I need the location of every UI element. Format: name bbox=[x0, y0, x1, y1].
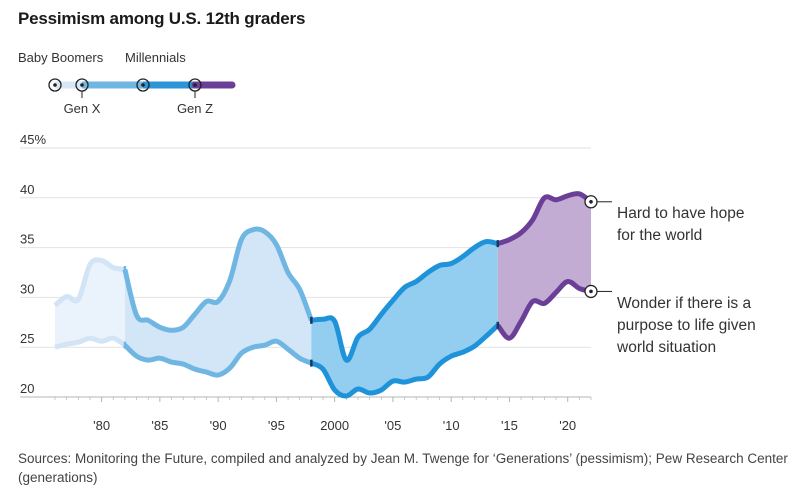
x-tick-label: '80 bbox=[93, 418, 110, 433]
purpose-line-millennials bbox=[310, 323, 500, 399]
band-millennials bbox=[311, 241, 498, 397]
legend-marker-2 bbox=[136, 78, 150, 92]
hope-line-gen-z bbox=[497, 191, 593, 246]
legend-label-2: Millennials bbox=[125, 50, 186, 65]
x-tick-label: 2000 bbox=[320, 418, 349, 433]
y-tick-label: 35 bbox=[20, 232, 34, 247]
end-marker-dot-0 bbox=[589, 199, 593, 204]
band-baby-boomers bbox=[55, 259, 125, 348]
y-tick-label: 45% bbox=[20, 132, 46, 147]
legend-marker-dot-2 bbox=[141, 83, 145, 87]
legend-label-0: Baby Boomers bbox=[18, 50, 104, 65]
purpose-line-gen-x bbox=[123, 338, 313, 378]
annotation-1: Wonder if there is a purpose to life give… bbox=[616, 295, 756, 356]
hope-line-baby-boomers bbox=[53, 257, 126, 308]
end-marker-dot-1 bbox=[589, 289, 593, 294]
y-tick-label: 25 bbox=[20, 331, 34, 346]
x-tick-label: '95 bbox=[268, 418, 285, 433]
x-tick-label: '90 bbox=[210, 418, 227, 433]
legend-marker-dot-0 bbox=[53, 83, 57, 87]
x-tick-label: '85 bbox=[151, 418, 168, 433]
x-tick-label: '15 bbox=[501, 418, 518, 433]
hope-line-gen-x bbox=[122, 226, 314, 333]
band-gen-z bbox=[497, 193, 591, 339]
source-note: Sources: Monitoring the Future, compiled… bbox=[18, 451, 788, 485]
legend-label-1: Gen X bbox=[64, 101, 101, 116]
purpose-line-gen-z bbox=[495, 278, 592, 341]
x-tick-label: '10 bbox=[443, 418, 460, 433]
hope-line-millennials bbox=[311, 239, 499, 363]
x-tick-label: '20 bbox=[559, 418, 576, 433]
purpose-line-baby-boomers bbox=[54, 335, 127, 350]
y-tick-label: 40 bbox=[20, 182, 34, 197]
annotation-0: Hard to have hope for the world bbox=[617, 205, 745, 244]
legend-label-3: Gen Z bbox=[177, 101, 213, 116]
chart-title: Pessimism among U.S. 12th graders bbox=[18, 9, 306, 28]
legend-marker-0 bbox=[48, 78, 62, 92]
legend-marker-dot-3 bbox=[193, 83, 197, 87]
y-tick-label: 20 bbox=[20, 381, 34, 396]
y-tick-label: 30 bbox=[20, 281, 34, 296]
x-tick-label: '05 bbox=[384, 418, 401, 433]
legend-marker-dot-1 bbox=[80, 83, 84, 87]
